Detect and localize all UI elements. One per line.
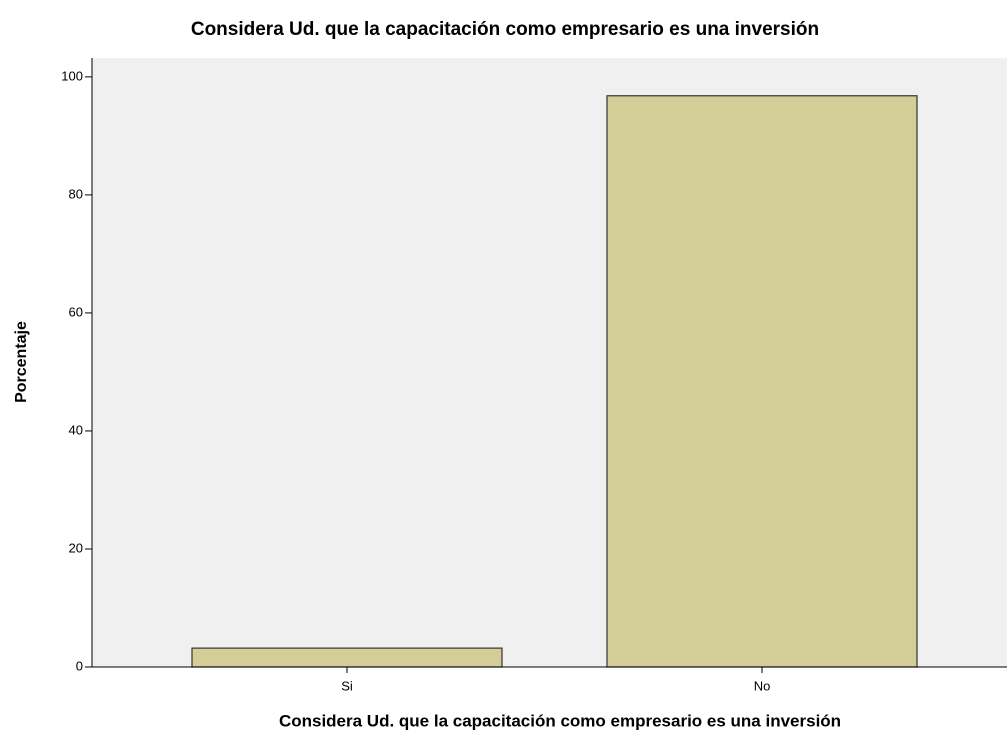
x-axis-label: Considera Ud. que la capacitación como e… xyxy=(279,711,841,730)
bar xyxy=(606,95,918,668)
y-tick-label: 60 xyxy=(69,304,83,319)
chart-title: Considera Ud. que la capacitación como e… xyxy=(191,19,819,40)
y-tick-label: 0 xyxy=(76,658,83,673)
bar xyxy=(191,647,503,668)
y-tick-label: 40 xyxy=(69,422,83,437)
y-axis-label: Porcentaje xyxy=(13,321,30,403)
x-tick-label: No xyxy=(754,678,771,693)
y-tick-label: 20 xyxy=(69,540,83,555)
y-tick-label: 80 xyxy=(69,186,83,201)
x-tick-label: Si xyxy=(341,678,353,693)
y-tick-label: 100 xyxy=(61,68,83,83)
